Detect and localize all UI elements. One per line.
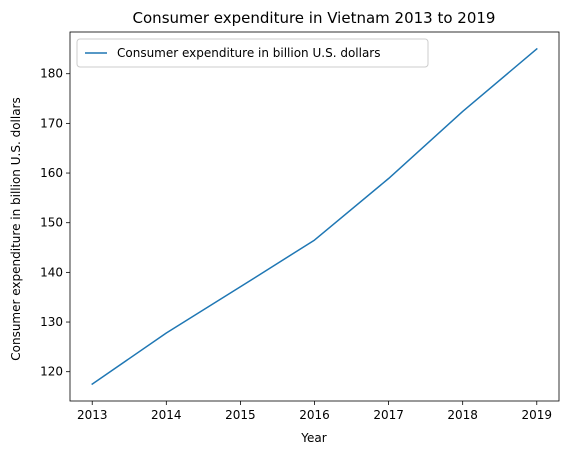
y-tick-label: 170 bbox=[40, 116, 63, 130]
y-tick-label: 180 bbox=[40, 67, 63, 81]
legend: Consumer expenditure in billion U.S. dol… bbox=[76, 38, 429, 68]
y-tick-label: 140 bbox=[40, 265, 63, 279]
x-tick-label: 2015 bbox=[225, 408, 256, 422]
x-axis-label: Year bbox=[300, 431, 326, 445]
y-axis-label: Consumer expenditure in billion U.S. dol… bbox=[9, 97, 23, 361]
y-tick-label: 160 bbox=[40, 166, 63, 180]
legend-box bbox=[76, 38, 429, 68]
y-tick-label: 150 bbox=[40, 216, 63, 230]
y-axis: 120 130 140 150 160 170 180 bbox=[40, 67, 70, 379]
y-tick-label: 120 bbox=[40, 365, 63, 379]
x-axis: 2013 2014 2015 2016 2017 2018 2019 bbox=[77, 401, 552, 422]
x-tick-label: 2017 bbox=[373, 408, 404, 422]
series-line-0 bbox=[91, 47, 538, 386]
x-tick-label: 2013 bbox=[77, 408, 108, 422]
x-tick-label: 2016 bbox=[299, 408, 330, 422]
y-tick-label: 130 bbox=[40, 315, 63, 329]
x-tick-label: 2019 bbox=[521, 408, 552, 422]
series-layer bbox=[91, 47, 538, 386]
legend-entry: Consumer expenditure in billion U.S. dol… bbox=[117, 46, 381, 60]
plot-frame bbox=[69, 31, 560, 402]
x-tick-label: 2014 bbox=[151, 408, 182, 422]
x-tick-label: 2018 bbox=[447, 408, 478, 422]
chart-title: Consumer expenditure in Vietnam 2013 to … bbox=[133, 9, 496, 27]
